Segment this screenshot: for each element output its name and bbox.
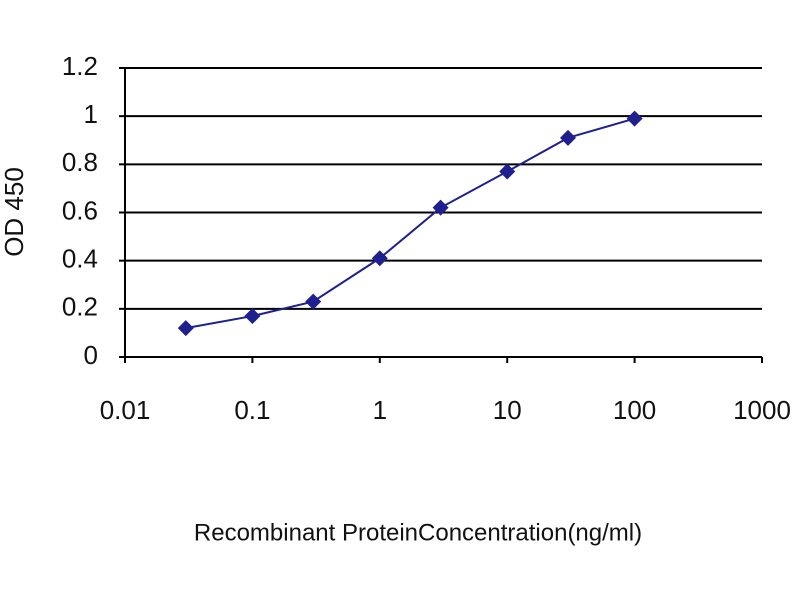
x-tick-label: 1000 — [733, 395, 791, 425]
marker — [244, 308, 261, 325]
marker — [177, 320, 194, 337]
marker — [432, 199, 449, 216]
marker — [559, 129, 576, 146]
marker — [305, 293, 322, 310]
y-tick-label: 1.2 — [62, 51, 98, 81]
x-tick-label: 1 — [373, 395, 387, 425]
marker — [499, 163, 516, 180]
y-tick-label: 1 — [84, 99, 98, 129]
series-line — [185, 117, 635, 330]
y-axis-label: OD 450 — [0, 167, 29, 257]
y-tick-label: 0.6 — [62, 195, 98, 225]
y-tick-label: 0 — [84, 340, 98, 370]
x-tick-label: 10 — [493, 395, 522, 425]
x-tick-label: 100 — [613, 395, 656, 425]
y-tick-label: 0.8 — [62, 147, 98, 177]
x-tick-label: 0.01 — [100, 395, 151, 425]
marker — [626, 110, 643, 127]
y-tick-label: 0.2 — [62, 292, 98, 322]
marker — [371, 250, 388, 267]
x-axis-label: Recombinant ProteinConcentration(ng/ml) — [194, 519, 642, 546]
x-tick-label: 0.1 — [234, 395, 270, 425]
y-tick-label: 0.4 — [62, 244, 98, 274]
